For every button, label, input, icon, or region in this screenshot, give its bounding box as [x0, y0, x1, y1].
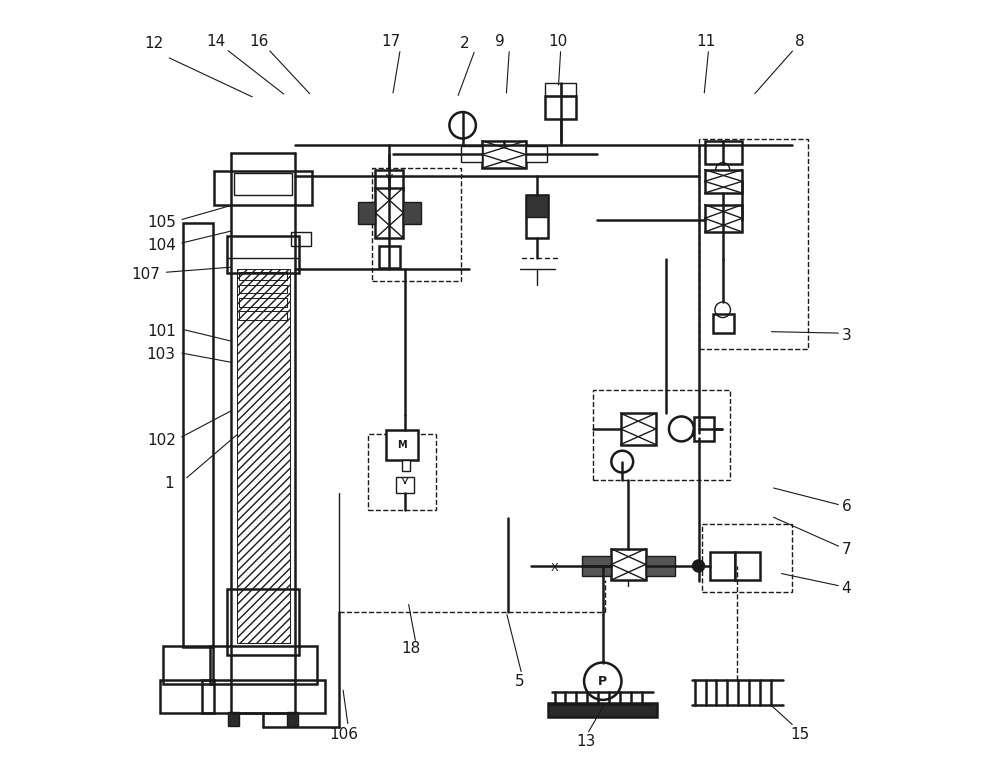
Text: 14: 14	[206, 34, 225, 48]
Bar	[358, 202, 375, 224]
Bar	[526, 195, 548, 238]
Text: 13: 13	[576, 735, 595, 750]
Bar	[561, 83, 576, 96]
Text: 16: 16	[249, 34, 268, 48]
Bar	[403, 202, 421, 224]
Bar	[239, 298, 287, 307]
Bar	[611, 549, 646, 580]
Bar	[202, 679, 325, 713]
Bar	[705, 141, 742, 165]
Text: 7: 7	[842, 542, 851, 557]
Bar	[163, 646, 213, 683]
Text: X: X	[551, 563, 558, 573]
Bar	[705, 170, 742, 193]
Bar	[234, 172, 292, 194]
Bar	[402, 460, 410, 471]
Text: 105: 105	[147, 215, 176, 230]
Bar	[461, 147, 482, 162]
Text: 11: 11	[697, 34, 716, 48]
Text: 18: 18	[401, 641, 420, 656]
Bar	[379, 246, 400, 268]
Bar	[396, 477, 414, 493]
Text: 102: 102	[147, 433, 176, 448]
Text: 6: 6	[842, 499, 851, 514]
Bar	[548, 703, 657, 717]
Text: 8: 8	[795, 34, 805, 48]
Bar	[621, 413, 656, 445]
Bar	[291, 232, 311, 246]
Bar	[705, 204, 742, 232]
Bar	[646, 556, 675, 576]
Text: 10: 10	[549, 34, 568, 48]
Bar	[699, 139, 808, 349]
Bar	[183, 222, 213, 647]
Bar	[237, 269, 290, 643]
Bar	[735, 552, 760, 580]
Bar	[713, 314, 734, 333]
Text: 5: 5	[515, 675, 524, 690]
Bar	[375, 187, 403, 238]
Text: 12: 12	[144, 36, 163, 51]
Bar	[545, 83, 561, 96]
Bar	[593, 390, 730, 480]
Text: 104: 104	[147, 239, 176, 254]
Bar	[227, 236, 299, 273]
Bar	[210, 646, 317, 683]
Bar	[287, 712, 298, 725]
Text: P: P	[598, 675, 607, 688]
Bar	[694, 417, 714, 441]
Text: 3: 3	[842, 328, 851, 343]
Text: 17: 17	[381, 34, 401, 48]
Bar	[372, 168, 461, 281]
Bar	[375, 171, 403, 190]
Bar	[239, 285, 287, 293]
Text: 106: 106	[330, 727, 359, 742]
Circle shape	[693, 561, 704, 572]
Text: 107: 107	[131, 268, 160, 282]
Bar	[228, 712, 239, 725]
Text: 15: 15	[790, 727, 809, 742]
Bar	[710, 552, 735, 580]
Bar	[526, 195, 548, 217]
Bar	[239, 271, 287, 280]
Bar	[160, 679, 214, 713]
Bar	[227, 589, 299, 654]
Bar	[482, 141, 526, 168]
Text: M: M	[397, 440, 407, 450]
Bar	[526, 147, 547, 162]
Text: 4: 4	[842, 581, 851, 596]
Bar	[368, 434, 436, 510]
Circle shape	[693, 427, 704, 438]
Bar	[545, 96, 576, 119]
Text: 9: 9	[495, 34, 505, 48]
Bar	[214, 172, 312, 205]
Text: 103: 103	[147, 347, 176, 363]
Bar	[386, 431, 418, 460]
Bar	[702, 524, 792, 593]
Bar	[582, 556, 611, 576]
Text: 2: 2	[460, 36, 470, 51]
Text: 1: 1	[164, 476, 174, 491]
Bar	[239, 311, 287, 320]
Text: 101: 101	[147, 324, 176, 339]
